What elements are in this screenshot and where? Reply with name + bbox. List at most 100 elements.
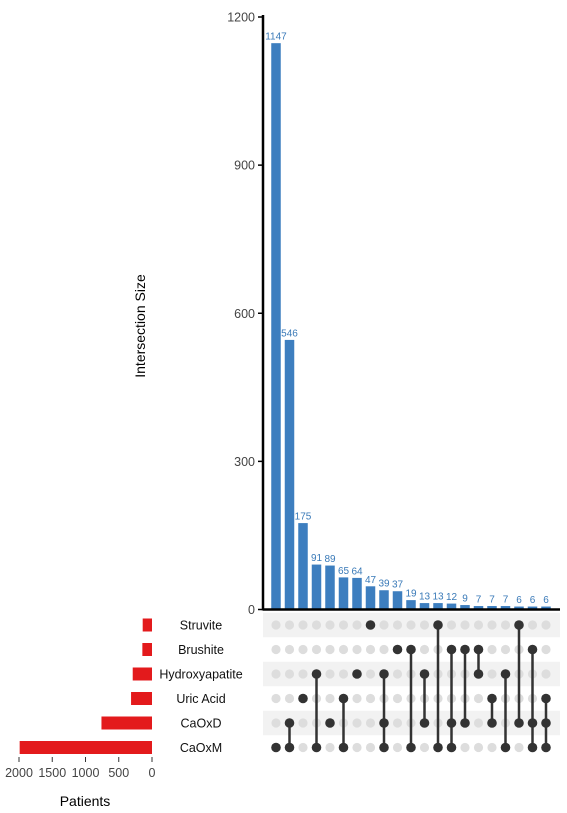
intersection-bar <box>352 577 362 610</box>
matrix-dot-off <box>379 620 389 630</box>
matrix-dot-off <box>298 669 308 679</box>
matrix-dot-off <box>487 644 497 655</box>
y-tick-label: 900 <box>234 159 255 173</box>
intersection-bar <box>365 586 376 610</box>
bar-value-label: 6 <box>543 595 549 606</box>
matrix-dot-off <box>311 644 322 655</box>
matrix-dot-off <box>365 669 376 679</box>
matrix-dot-on <box>379 742 389 753</box>
set-size-bar <box>142 618 152 632</box>
intersection-bar <box>338 577 349 610</box>
matrix-dot-off <box>473 620 484 630</box>
matrix-dot-on <box>514 620 524 630</box>
matrix-dot-off <box>352 742 362 753</box>
set-label: CaOxM <box>180 741 222 755</box>
matrix-dot-on <box>406 644 416 655</box>
matrix-dot-off <box>392 669 403 679</box>
matrix-dot-off <box>298 620 308 630</box>
set-label: Uric Acid <box>176 692 225 706</box>
matrix-dot-off <box>284 620 295 630</box>
bar-value-label: 12 <box>446 592 458 603</box>
set-label: Struvite <box>180 619 222 633</box>
intersection-bar <box>271 43 281 610</box>
matrix-dot-off <box>271 669 281 679</box>
bar-value-label: 19 <box>405 589 417 600</box>
bar-value-label: 6 <box>530 595 536 606</box>
set-sizes-x-title: Patients <box>60 793 111 809</box>
matrix-dot-on <box>379 669 389 679</box>
matrix-dot-off <box>298 644 308 655</box>
matrix-dot-on <box>487 718 497 728</box>
matrix-dot-on <box>500 742 511 753</box>
matrix-dot-off <box>338 669 349 679</box>
matrix-dot-off <box>419 742 430 753</box>
set-size-tick-label: 1500 <box>38 766 66 780</box>
matrix-dot-on <box>284 742 295 753</box>
matrix-dot-on <box>446 718 457 728</box>
matrix-dot-on <box>379 718 389 728</box>
bar-value-label: 546 <box>281 328 298 339</box>
intersection-matrix <box>263 612 560 753</box>
matrix-dot-on <box>325 718 335 728</box>
set-size-tick-label: 500 <box>108 766 129 780</box>
bar-value-label: 7 <box>476 595 482 606</box>
matrix-dot-off <box>284 693 295 704</box>
bar-value-label: 175 <box>295 512 312 523</box>
set-size-bar <box>132 667 152 681</box>
matrix-dot-on <box>487 693 497 704</box>
matrix-dot-off <box>392 693 403 704</box>
bar-value-label: 39 <box>378 579 390 590</box>
matrix-dot-off <box>284 669 295 679</box>
intersection-bar <box>500 606 511 610</box>
intersection-bar <box>473 606 484 610</box>
matrix-dot-on <box>460 644 470 655</box>
set-size-tick-label: 1000 <box>72 766 100 780</box>
intersection-bar <box>527 606 538 610</box>
matrix-dot-on <box>541 742 551 753</box>
bar-value-label: 65 <box>338 566 350 577</box>
intersection-bar <box>406 600 416 610</box>
y-tick-label: 600 <box>234 307 255 321</box>
matrix-dot-on <box>419 718 430 728</box>
matrix-dot-off <box>271 693 281 704</box>
intersection-bar <box>392 591 403 610</box>
set-size-bar <box>19 741 153 754</box>
set-size-bars: Struvite Brushite Hydroxyapatite Uric Acid C… <box>5 618 243 780</box>
matrix-dot-on <box>406 742 416 753</box>
intersection-bar <box>514 606 524 610</box>
matrix-dot-on <box>365 620 376 630</box>
bar-value-label: 89 <box>324 554 336 565</box>
matrix-dot-off <box>487 620 497 630</box>
set-label: Brushite <box>178 643 224 657</box>
matrix-dot-off <box>541 644 551 655</box>
matrix-dot-off <box>365 718 376 728</box>
matrix-dot-off <box>500 644 511 655</box>
matrix-dot-on <box>446 644 457 655</box>
matrix-dot-off <box>541 669 551 679</box>
bar-value-label: 1147 <box>265 32 287 43</box>
matrix-dot-off <box>352 644 362 655</box>
y-tick-label: 300 <box>234 455 255 469</box>
matrix-dot-off <box>392 742 403 753</box>
intersection-bar <box>487 606 497 610</box>
matrix-dot-on <box>473 669 484 679</box>
matrix-dot-on <box>311 669 322 679</box>
matrix-dot-on <box>460 718 470 728</box>
bar-value-label: 7 <box>489 595 495 606</box>
matrix-dot-on <box>352 669 362 679</box>
intersection-bar <box>541 606 551 610</box>
bar-value-label: 47 <box>365 575 377 586</box>
matrix-dot-off <box>419 620 430 630</box>
matrix-dot-off <box>325 693 335 704</box>
matrix-dot-off <box>406 620 416 630</box>
bar-value-label: 13 <box>419 592 431 603</box>
bar-value-label: 37 <box>392 580 404 591</box>
matrix-dot-off <box>325 620 335 630</box>
matrix-dot-off <box>446 620 457 630</box>
matrix-dot-off <box>298 742 308 753</box>
matrix-dot-on <box>338 693 349 704</box>
matrix-dot-off <box>541 620 551 630</box>
matrix-dot-off <box>365 742 376 753</box>
